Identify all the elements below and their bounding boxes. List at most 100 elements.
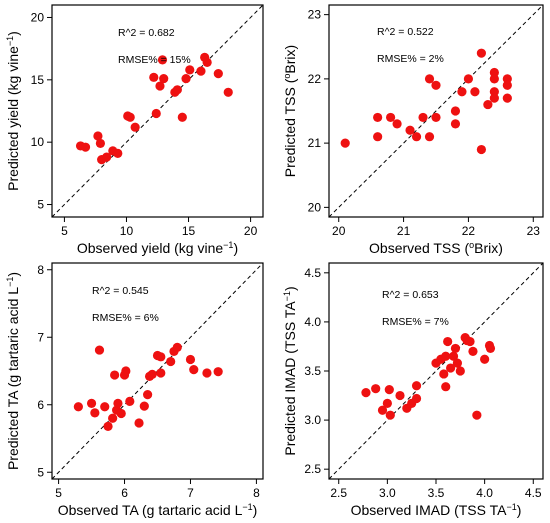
data-point [102,152,112,162]
x-tick-label: 6 [121,486,128,500]
data-point [405,125,415,135]
x-tick-label: 4.0 [476,486,493,500]
rmse-annotation: RMSE% = 7% [382,316,449,328]
one-to-one-line [328,262,544,480]
data-point [385,410,395,420]
data-point [452,358,462,368]
data-point [431,80,441,90]
data-point [441,351,451,361]
data-point [450,106,461,116]
data-point [143,390,153,400]
x-axis-title: Observed yield (kg vine−1) [77,240,238,256]
data-point [196,66,206,76]
data-point [502,74,512,84]
data-point [90,408,100,418]
data-point [156,368,166,378]
data-point [386,112,396,123]
r2-annotation: R^2 = 0.653 [382,289,439,301]
data-point [450,119,461,129]
y-axis-title: Predicted TSS (oBrix) [282,45,298,177]
y-tick-label: 6 [37,398,44,412]
data-point [470,87,480,97]
x-tick-label: 3.0 [379,486,396,500]
data-point [392,119,402,129]
data-point [424,132,435,142]
y-tick-label: 20 [31,10,45,24]
data-point [125,396,135,406]
data-point [443,336,453,347]
rmse-annotation: RMSE% = 6% [92,312,159,324]
data-point [431,112,441,123]
x-axis-title: Observed TSS (oBrix) [369,240,503,256]
data-point [472,410,482,420]
data-point [468,346,478,356]
x-tick-label: 15 [182,224,196,238]
y-axis-title: Predicted IMAD (TSS TA−1) [282,286,298,455]
data-point [100,402,110,412]
plot-frame [51,4,264,218]
r2-annotation: R^2 = 0.545 [92,285,149,297]
data-point [502,93,512,103]
y-tick-label: 8 [37,263,44,277]
data-point [134,418,144,428]
data-point [110,370,120,380]
panel-top-right: 20 21 22 23 20 21 22 23 R^2 = 0.522 RMSE% = 2% Obs… [282,4,544,256]
data-point [121,366,131,376]
y-tick-label: 20 [308,200,322,214]
data-point [213,68,223,79]
data-point [489,74,499,84]
y-tick-label: 5 [37,465,44,479]
x-tick-label: 4.5 [525,486,542,500]
x-axis-title: Observed TA (g tartaric acid L−1) [58,502,258,518]
y-tick-label: 3.0 [304,413,321,427]
data-point [108,413,118,423]
y-tick-label: 4.5 [304,266,321,280]
data-point [441,382,451,392]
y-tick-label: 21 [308,136,322,150]
data-point [483,99,493,110]
x-axis-title: Observed IMAD (TSS TA−1) [351,502,522,518]
x-tick-label: 2.5 [330,486,347,500]
data-point [189,365,199,375]
data-point [450,343,461,354]
data-point [395,390,405,401]
plot-frame [51,262,264,480]
data-point [373,132,383,142]
y-tick-label: 5 [37,198,44,212]
data-point [157,55,168,65]
data-point [149,72,159,82]
data-point [202,57,212,67]
data-point [155,81,165,91]
data-point [185,65,195,75]
x-tick-label: 5 [61,224,68,238]
y-tick-label: 23 [308,8,322,22]
x-tick-label: 8 [253,486,260,500]
data-point [156,352,166,362]
data-point [411,132,422,142]
data-point [418,112,428,123]
data-point [448,351,459,361]
data-point [465,336,475,347]
x-tick-label: 7 [187,486,194,500]
data-point [371,384,381,394]
data-point [439,369,449,379]
data-point [151,108,161,119]
x-tick-label: 3.5 [428,486,445,500]
y-tick-label: 2.5 [304,462,321,476]
data-point [177,112,187,122]
data-point [382,398,392,408]
data-point [93,131,103,141]
data-point [476,48,486,58]
data-point [116,408,126,419]
data-point [502,80,512,90]
panel-bottom-right: 2.5 3.0 3.5 4.0 4.5 2.5 3.0 3.5 4.0 4.5 R^2 = 0.65… [282,262,544,518]
data-point [411,393,422,404]
data-point [80,142,91,152]
panel-top-left: 5 10 15 20 5 10 15 20 R^2 = 0.682 RMSE% = 15% Obse… [5,4,264,256]
data-point [94,345,105,355]
data-point [73,402,83,412]
y-tick-label: 10 [31,135,45,149]
x-tick-label: 22 [462,224,476,238]
data-point [113,148,123,158]
data-point [480,354,490,364]
